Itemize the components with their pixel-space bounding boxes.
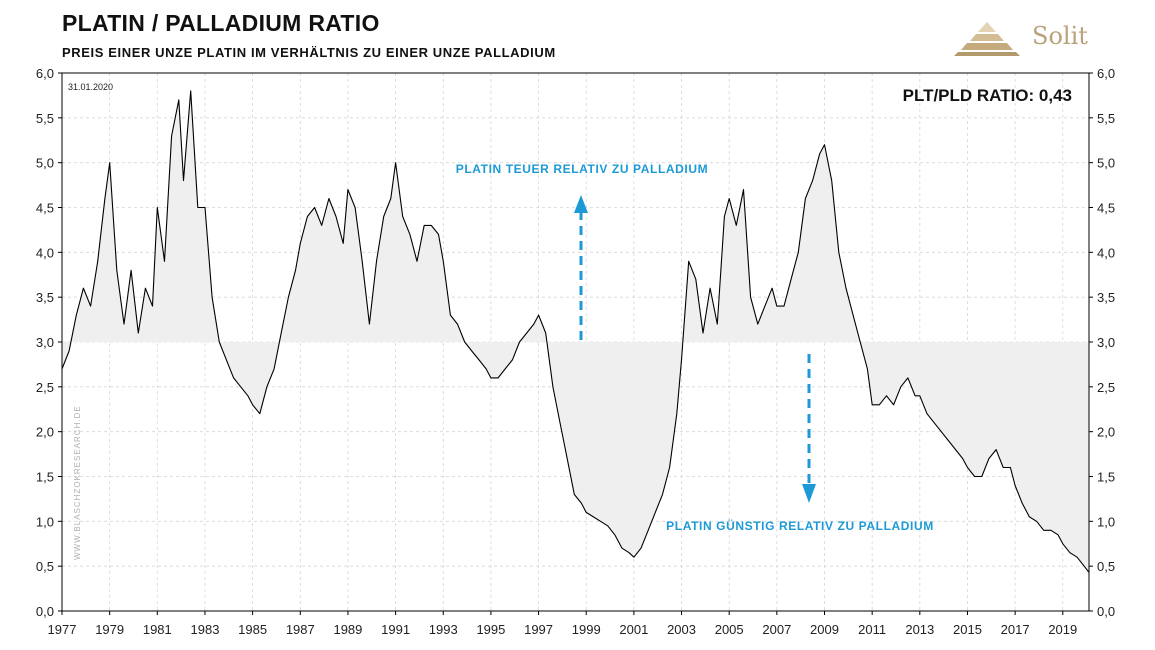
y-tick-label-right: 3,5 [1097,290,1115,305]
x-axis: 1977 1979 1981 1983 1985 1987 1989 1991 1993 1995… [48,611,1077,637]
y-tick-label-right: 4,0 [1097,245,1115,260]
x-tick-label: 2005 [715,622,744,637]
y-axis-left: 0,0 0,5 1,0 1,5 2,0 2,5 3,0 3,5 4,0 4,5 5,0 5,5 6,0 [36,66,62,619]
annotation-cheap: PLATIN GÜNSTIG RELATIV ZU PALLADIUM [666,518,934,533]
y-tick-label-left: 0,5 [36,559,54,574]
page-subtitle: PREIS EINER UNZE PLATIN IM VERHÄLTNIS ZU… [62,45,556,60]
x-tick-label: 2017 [1001,622,1030,637]
y-tick-label-left: 1,5 [36,470,54,485]
logo-text: Solit [1032,22,1088,50]
arrow-up [574,195,588,340]
y-tick-label-left: 2,5 [36,380,54,395]
y-tick-label-right: 5,0 [1097,156,1115,171]
y-tick-label-left: 5,5 [36,111,54,126]
y-tick-label-right: 2,0 [1097,425,1115,440]
x-tick-label: 1999 [572,622,601,637]
x-tick-label: 1977 [48,622,77,637]
watermark: WWW.BLASCHZOKRESEARCH.DE [73,405,82,560]
y-tick-label-right: 5,5 [1097,111,1115,126]
y-tick-label-left: 3,0 [36,335,54,350]
annotation-expensive: PLATIN TEUER RELATIV ZU PALLADIUM [456,162,708,176]
x-tick-label: 2003 [667,622,696,637]
x-tick-label: 2013 [905,622,934,637]
x-tick-label: 2001 [619,622,648,637]
x-tick-label: 1979 [95,622,124,637]
y-axis-right: 0,0 0,5 1,0 1,5 2,0 2,5 3,0 3,5 4,0 4,5 5,0 5,5 6,0 [1089,66,1115,619]
x-tick-label: 2015 [953,622,982,637]
arrow-down [802,354,816,503]
y-tick-label-right: 1,5 [1097,470,1115,485]
y-tick-label-right: 4,5 [1097,201,1115,216]
y-tick-label-left: 5,0 [36,156,54,171]
pyramid-logo-icon [954,22,1020,56]
y-tick-label-left: 0,0 [36,604,54,619]
y-tick-label-left: 6,0 [36,66,54,81]
y-tick-label-right: 2,5 [1097,380,1115,395]
x-tick-label: 2007 [762,622,791,637]
y-tick-label-right: 0,5 [1097,559,1115,574]
x-tick-label: 1989 [333,622,362,637]
y-tick-label-left: 3,5 [36,290,54,305]
y-tick-label-left: 2,0 [36,425,54,440]
x-tick-label: 2011 [858,622,886,637]
x-tick-label: 2019 [1048,622,1077,637]
ratio-label: PLT/PLD RATIO: 0,43 [903,86,1072,105]
date-label: 31.01.2020 [68,82,113,92]
y-tick-label-left: 4,5 [36,201,54,216]
x-tick-label: 1997 [524,622,553,637]
y-tick-label-right: 3,0 [1097,335,1115,350]
y-tick-label-left: 1,0 [36,514,54,529]
x-tick-label: 1993 [429,622,458,637]
x-tick-label: 1983 [191,622,220,637]
y-tick-label-right: 6,0 [1097,66,1115,81]
x-tick-label: 1991 [381,622,410,637]
ratio-series-line [62,90,1089,573]
x-tick-label: 1981 [143,622,172,637]
y-tick-label-right: 0,0 [1097,604,1115,619]
area-below-baseline [62,90,1089,573]
y-tick-label-left: 4,0 [36,245,54,260]
page-title: PLATIN / PALLADIUM RATIO [62,10,380,36]
x-tick-label: 1987 [286,622,315,637]
x-tick-label: 1995 [476,622,505,637]
solit-logo: Solit [952,18,1112,58]
x-tick-label: 2009 [810,622,839,637]
x-tick-label: 1985 [238,622,267,637]
y-tick-label-right: 1,0 [1097,514,1115,529]
